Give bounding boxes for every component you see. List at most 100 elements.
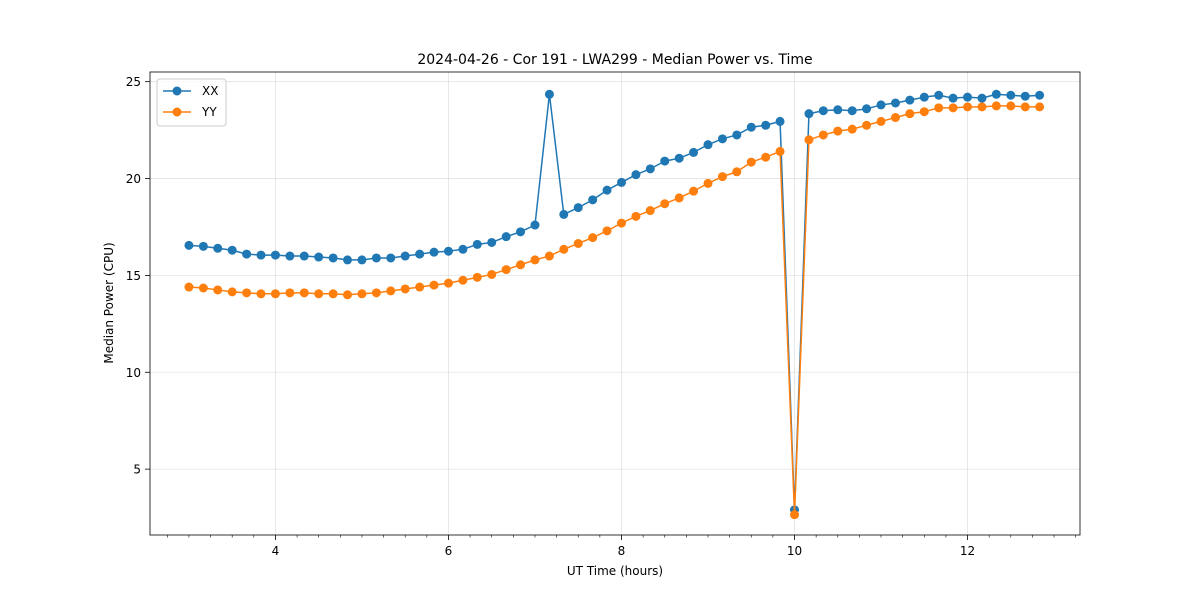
y-tick-label: 25 — [126, 75, 141, 89]
data-point-xx — [761, 120, 771, 130]
data-point-yy — [1035, 102, 1045, 112]
data-point-xx — [818, 106, 828, 116]
data-point-xx — [386, 253, 396, 263]
data-point-yy — [645, 206, 655, 216]
data-point-yy — [602, 226, 612, 236]
legend-label-xx: XX — [202, 84, 218, 98]
data-point-yy — [1006, 101, 1016, 111]
data-point-yy — [703, 178, 713, 188]
data-point-xx — [400, 251, 410, 261]
data-point-yy — [761, 152, 771, 162]
data-point-xx — [905, 95, 915, 105]
data-point-yy — [818, 130, 828, 140]
data-point-xx — [717, 134, 727, 144]
data-point-yy — [429, 280, 439, 290]
data-point-yy — [357, 289, 367, 299]
data-point-yy — [876, 116, 886, 126]
x-tick-label: 4 — [272, 544, 280, 558]
data-point-yy — [674, 193, 684, 203]
data-point-yy — [299, 288, 309, 298]
data-point-yy — [746, 157, 756, 167]
data-point-xx — [1020, 91, 1030, 101]
data-point-yy — [1020, 102, 1030, 112]
data-point-xx — [299, 251, 309, 261]
data-point-xx — [213, 243, 223, 253]
data-point-xx — [501, 232, 511, 242]
data-point-xx — [833, 105, 843, 115]
data-point-yy — [689, 186, 699, 196]
data-point-xx — [631, 170, 641, 180]
data-point-xx — [890, 98, 900, 108]
data-point-xx — [847, 106, 857, 116]
data-point-yy — [328, 289, 338, 299]
data-point-xx — [256, 250, 266, 260]
data-point-xx — [977, 93, 987, 103]
data-point-xx — [184, 240, 194, 250]
data-point-xx — [1035, 90, 1045, 100]
data-point-yy — [934, 103, 944, 113]
data-point-yy — [516, 260, 526, 270]
data-point-xx — [660, 156, 670, 166]
data-point-xx — [516, 227, 526, 237]
data-point-yy — [530, 255, 540, 265]
y-tick-label: 20 — [126, 172, 141, 186]
data-point-xx — [862, 104, 872, 114]
data-point-xx — [775, 116, 785, 126]
data-point-yy — [616, 218, 626, 228]
data-point-xx — [588, 195, 598, 205]
data-point-xx — [674, 153, 684, 163]
data-point-xx — [472, 239, 482, 249]
y-tick-label: 15 — [126, 269, 141, 283]
data-point-xx — [991, 89, 1001, 99]
data-point-xx — [689, 147, 699, 157]
data-point-yy — [963, 102, 973, 112]
x-tick-label: 8 — [618, 544, 626, 558]
data-point-yy — [198, 283, 208, 293]
data-point-xx — [371, 253, 381, 263]
y-axis: 5 10 15 20 25 — [126, 75, 150, 477]
y-tick-label: 5 — [133, 463, 141, 477]
data-point-yy — [213, 285, 223, 295]
data-point-yy — [314, 289, 324, 299]
data-point-yy — [343, 290, 353, 300]
data-point-yy — [717, 172, 727, 182]
data-point-yy — [991, 101, 1001, 111]
data-point-yy — [227, 287, 237, 297]
data-point-yy — [588, 233, 598, 243]
data-point-yy — [443, 278, 453, 288]
data-point-yy — [184, 282, 194, 292]
series-xx — [184, 89, 1045, 515]
legend: XX YY — [156, 78, 227, 127]
data-point-xx — [270, 250, 280, 260]
data-point-xx — [732, 130, 742, 140]
data-point-yy — [270, 289, 280, 299]
data-point-yy — [559, 244, 569, 254]
data-point-xx — [645, 164, 655, 174]
data-point-yy — [386, 286, 396, 296]
data-point-xx — [876, 100, 886, 110]
data-point-xx — [458, 244, 468, 254]
data-point-yy — [847, 124, 857, 134]
data-point-xx — [429, 247, 439, 257]
data-point-yy — [631, 211, 641, 221]
chart-title: 2024-04-26 - Cor 191 - LWA299 - Median P… — [417, 52, 812, 68]
data-point-xx — [198, 241, 208, 251]
data-point-xx — [242, 249, 252, 259]
data-point-yy — [400, 284, 410, 294]
data-point-xx — [227, 245, 237, 255]
data-point-xx — [285, 251, 295, 261]
x-tick-label: 10 — [787, 544, 802, 558]
data-point-yy — [919, 107, 929, 117]
data-point-yy — [573, 238, 583, 248]
x-axis-label: UT Time (hours) — [567, 564, 663, 578]
data-point-xx — [746, 122, 756, 132]
data-point-yy — [544, 251, 554, 261]
data-point-yy — [804, 135, 814, 145]
grid — [150, 72, 1080, 535]
plot-frame — [149, 71, 1081, 536]
data-point-yy — [862, 120, 872, 130]
data-point-yy — [285, 288, 295, 298]
legend-marker-xx — [172, 86, 182, 96]
legend-marker-yy — [172, 107, 182, 117]
data-point-xx — [544, 89, 554, 99]
